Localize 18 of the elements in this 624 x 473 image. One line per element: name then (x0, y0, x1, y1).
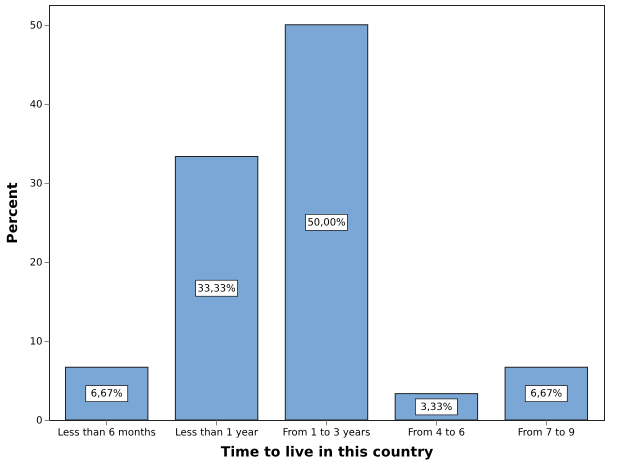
y-tick-label: 30 (30, 178, 42, 190)
y-tick-label: 50 (30, 20, 42, 32)
y-tick-label: 10 (30, 336, 42, 348)
y-tick-label: 20 (30, 257, 42, 268)
x-axis-title: Time to live in this country (220, 444, 434, 460)
x-tick-label: From 4 to 6 (408, 428, 465, 438)
data-label: 6,67% (530, 388, 562, 400)
data-label: 6,67% (90, 388, 123, 400)
y-tick-label: 0 (36, 416, 42, 426)
data-label: 3,33% (420, 402, 452, 413)
x-tick-label: From 7 to 9 (518, 428, 575, 438)
x-tick-label: Less than 1 year (175, 428, 259, 438)
y-tick-label: 40 (30, 99, 42, 110)
data-label: 33,33% (198, 283, 236, 294)
data-label: 50,00% (307, 217, 346, 228)
y-axis-title: Percent (4, 182, 21, 244)
x-tick-label: Less than 6 months (58, 428, 156, 438)
x-tick-label: From 1 to 3 years (282, 428, 370, 438)
